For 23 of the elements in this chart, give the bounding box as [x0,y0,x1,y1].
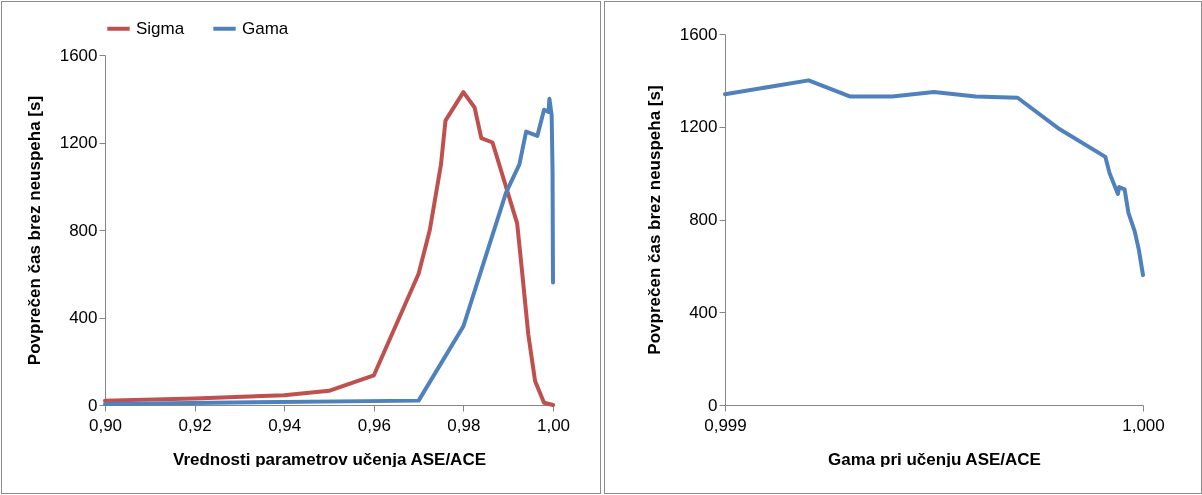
x-tick-label: 0,90 [88,415,123,435]
x-tick-label: 0,96 [357,415,391,435]
y-tick-label: 1200 [59,133,98,152]
y-tick-label: 800 [689,210,718,229]
legend-label: Gama [242,18,289,38]
x-tick-label: 0,999 [704,415,747,435]
y-tick-label: 800 [69,220,98,240]
y-axis-title: Povprečen čas brez neuspeha [s] [24,95,44,366]
x-tick-label: 1,00 [536,415,571,435]
x-tick-label: 0,94 [268,415,302,435]
y-tick-label: 400 [689,302,718,322]
y-axis-title: Povprečen čas brez neuspeha [s] [644,85,664,355]
line-series [723,78,1145,278]
x-tick-label: 1,000 [1122,415,1165,435]
y-tick-label: 400 [69,308,98,327]
y-tick-label: 1600 [679,24,718,44]
y-tick-label: 0 [88,395,98,415]
y-tick-label: 0 [708,395,718,415]
x-tick-label: 0,98 [447,415,481,435]
y-tick-label: 1200 [679,117,718,137]
x-tick-label: 0,92 [178,415,212,435]
legend-label: Sigma [136,18,185,38]
y-tick-label: 1600 [59,45,98,65]
